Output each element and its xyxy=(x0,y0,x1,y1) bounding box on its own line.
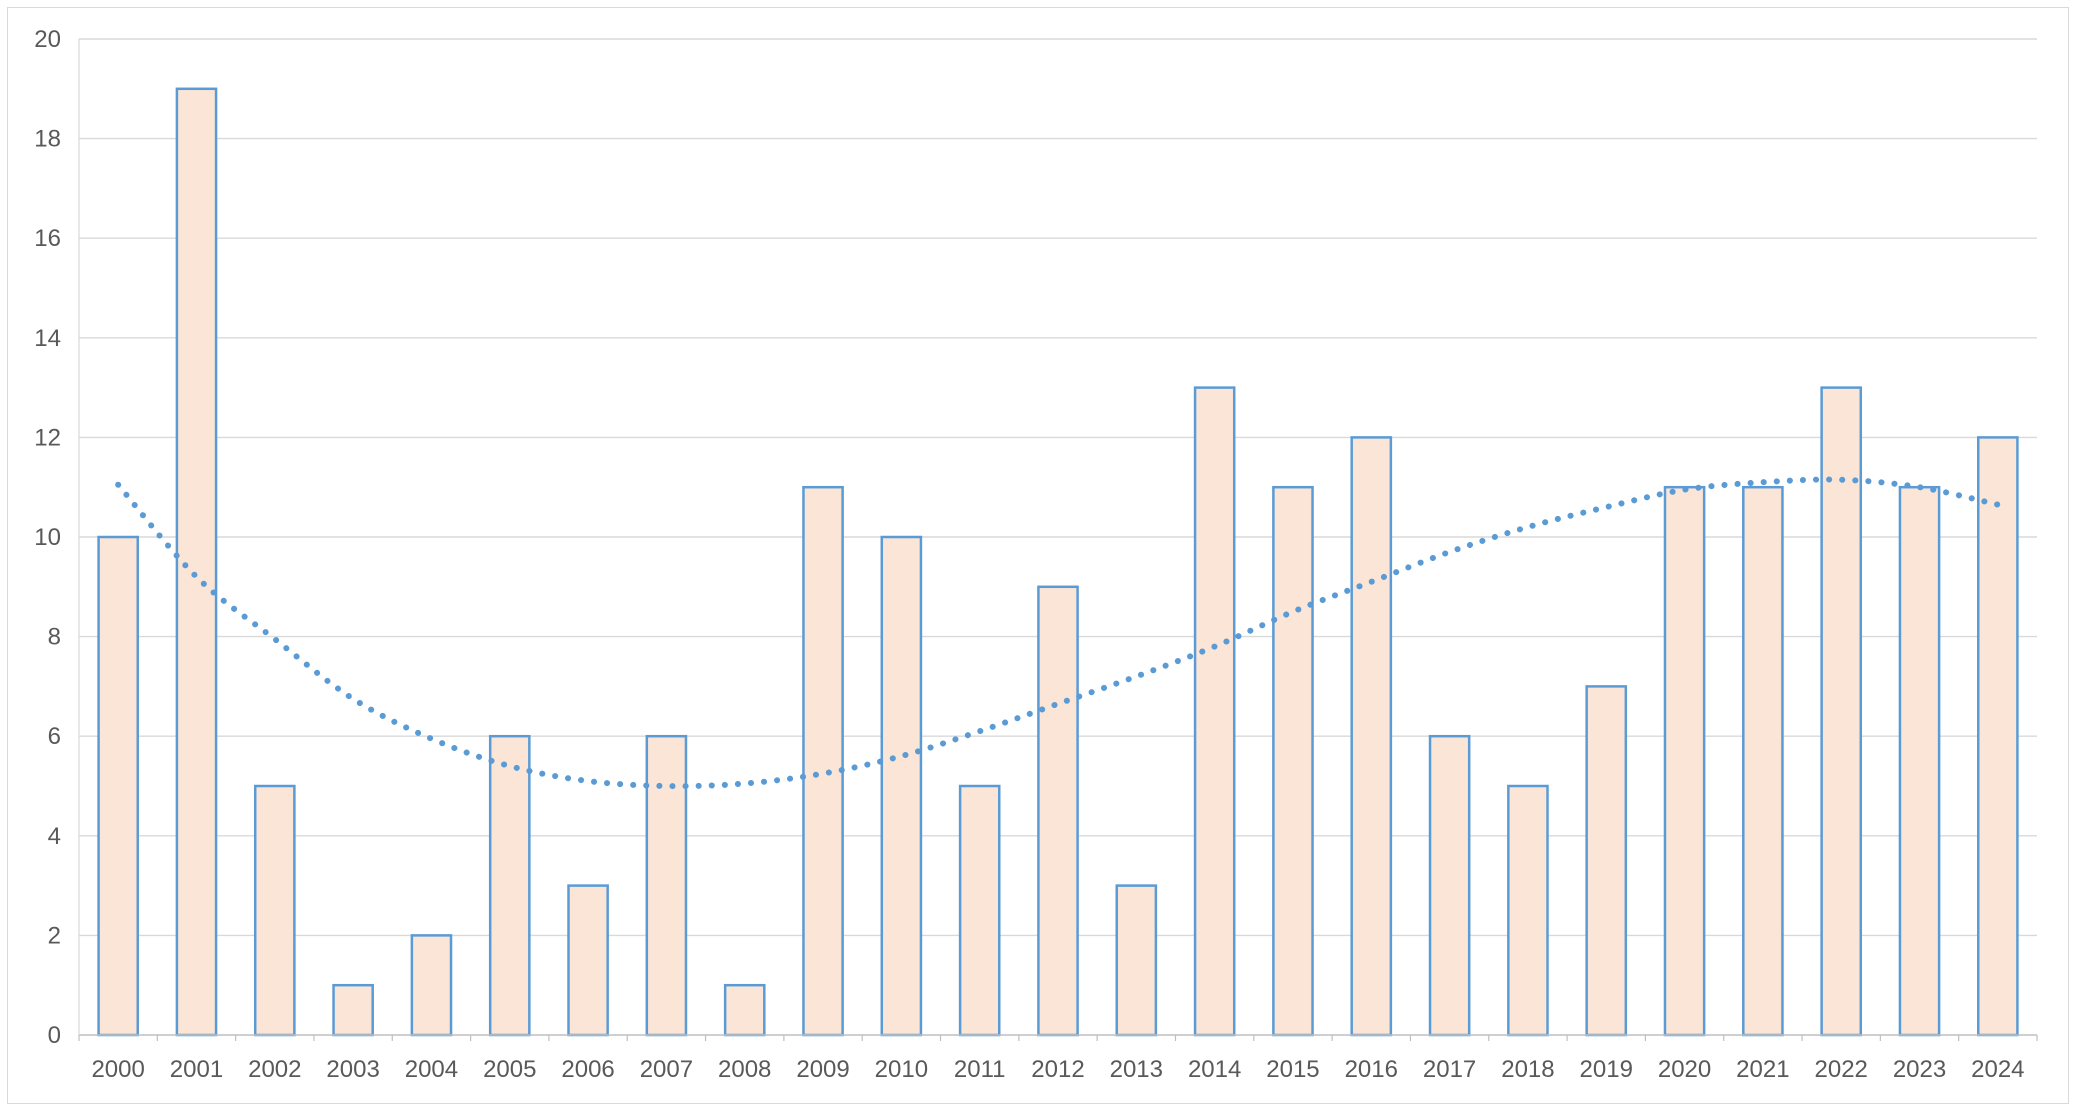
x-tick-label-2021: 2021 xyxy=(1736,1056,1789,1083)
trendline xyxy=(115,476,2001,790)
x-tick-label-2024: 2024 xyxy=(1971,1056,2024,1083)
x-tick-label-2014: 2014 xyxy=(1188,1056,1241,1083)
bar-2024 xyxy=(1977,436,2019,1037)
x-tick-label-2008: 2008 xyxy=(718,1056,771,1083)
axes xyxy=(78,39,2038,1041)
x-tick-label-2005: 2005 xyxy=(483,1056,536,1083)
bar-2015 xyxy=(1272,485,1314,1037)
y-tick-label: 14 xyxy=(34,325,61,352)
trendline-path xyxy=(115,476,2001,790)
chart-frame: 0 2 4 6 8 10 12 14 16 18 20 2000 2001 2002 2003 2004 20… xyxy=(7,7,2069,1104)
x-tick-label-2022: 2022 xyxy=(1815,1056,1868,1083)
bar-2001 xyxy=(175,87,218,1037)
x-tick-label-2006: 2006 xyxy=(561,1056,614,1083)
x-tick-label-2018: 2018 xyxy=(1501,1056,1554,1083)
y-tick-label: 12 xyxy=(34,424,61,451)
bar-2009 xyxy=(802,485,844,1037)
x-tick-label-2000: 2000 xyxy=(91,1056,144,1083)
y-tick-label: 20 xyxy=(34,26,61,53)
bar-2011 xyxy=(958,784,1001,1037)
bars xyxy=(97,87,2019,1037)
bar-2013 xyxy=(1115,884,1158,1037)
bar-2006 xyxy=(567,884,609,1037)
gridlines xyxy=(79,38,2037,937)
bar-2022 xyxy=(1820,386,1863,1037)
x-tick-label-2023: 2023 xyxy=(1893,1056,1946,1083)
bar-2000 xyxy=(97,535,139,1037)
x-tick-label-2009: 2009 xyxy=(796,1056,849,1083)
bar-2018 xyxy=(1507,784,1549,1037)
bar-2017 xyxy=(1428,734,1471,1037)
y-tick-label: 16 xyxy=(34,225,61,252)
y-axis-tick-labels: 0 2 4 6 8 10 12 14 16 18 20 xyxy=(34,26,61,1049)
x-tick-label-2016: 2016 xyxy=(1345,1056,1398,1083)
bar-2003 xyxy=(332,983,374,1037)
x-tick-label-2015: 2015 xyxy=(1266,1056,1319,1083)
x-tick-label-2011: 2011 xyxy=(954,1056,1006,1083)
bar-2023 xyxy=(1898,485,1941,1037)
bar-2020 xyxy=(1663,485,1706,1037)
bar-2014 xyxy=(1193,386,1236,1037)
bar-2005 xyxy=(488,734,531,1037)
x-tick-label-2013: 2013 xyxy=(1110,1056,1163,1083)
x-axis-tick-labels: 2000 2001 2002 2003 2004 2005 2006 2007 2008 2009… xyxy=(91,1056,2024,1083)
x-tick-label-2012: 2012 xyxy=(1031,1056,1084,1083)
bar-2007 xyxy=(645,734,688,1037)
bar-2010 xyxy=(880,535,923,1037)
x-tick-label-2010: 2010 xyxy=(875,1056,928,1083)
bar-2021 xyxy=(1742,485,1784,1037)
y-tick-label: 6 xyxy=(48,723,61,750)
bar-2008 xyxy=(723,983,766,1037)
y-tick-label: 2 xyxy=(48,922,61,949)
x-tick-label-2001: 2001 xyxy=(170,1056,223,1083)
y-tick-label: 0 xyxy=(48,1022,61,1049)
x-tick-label-2004: 2004 xyxy=(405,1056,458,1083)
bar-2016 xyxy=(1350,436,1393,1037)
y-tick-label: 8 xyxy=(48,624,61,651)
x-tick-label-2020: 2020 xyxy=(1658,1056,1711,1083)
y-tick-label: 18 xyxy=(34,126,61,153)
bar-2019 xyxy=(1585,685,1628,1037)
bar-2002 xyxy=(253,784,296,1037)
x-tick-label-2019: 2019 xyxy=(1580,1056,1633,1083)
x-tick-label-2007: 2007 xyxy=(640,1056,693,1083)
y-tick-label: 10 xyxy=(34,524,61,551)
bar-2012 xyxy=(1037,585,1079,1037)
x-tick-label-2017: 2017 xyxy=(1423,1056,1476,1083)
x-tick-label-2003: 2003 xyxy=(326,1056,379,1083)
x-tick-label-2002: 2002 xyxy=(248,1056,301,1083)
y-tick-label: 4 xyxy=(48,823,61,850)
bar-2004 xyxy=(410,934,453,1037)
